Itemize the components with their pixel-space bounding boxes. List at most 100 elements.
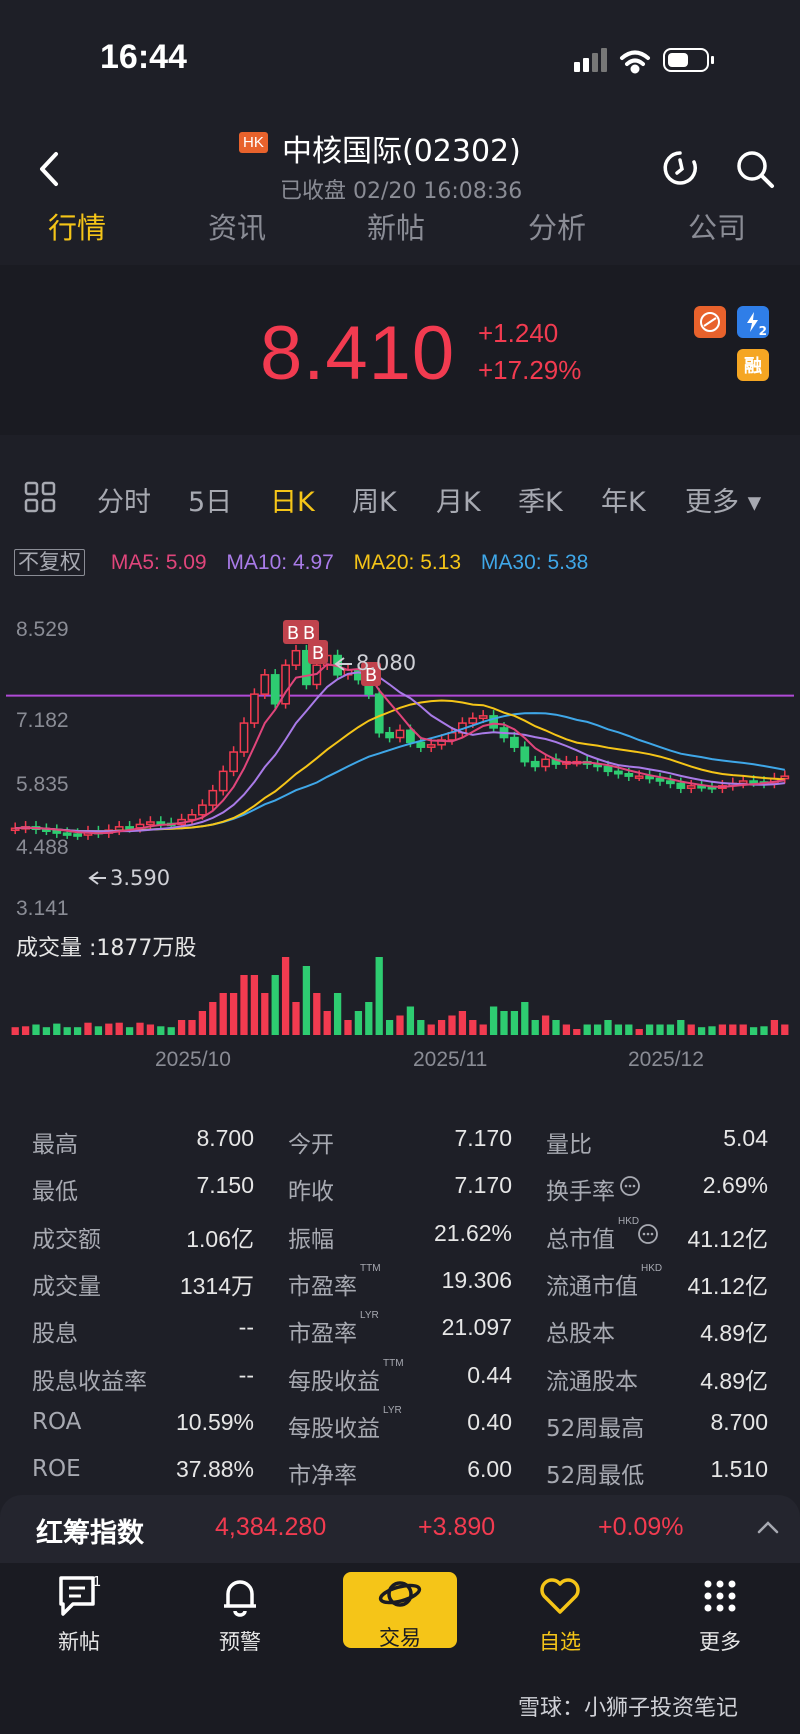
- buy-marker: [283, 620, 303, 644]
- wifi-icon: [620, 50, 650, 74]
- candle-body: [530, 760, 540, 768]
- stat-value: 37.88%: [175, 1456, 254, 1483]
- volume-bar: [375, 957, 383, 1035]
- y-tick: 5.835: [16, 773, 69, 796]
- index-ticker[interactable]: 红筹指数 4,384.280 +3.890 +0.09%: [0, 1495, 800, 1563]
- stat-tag: TTM: [383, 1357, 404, 1369]
- volume-bar: [177, 1020, 186, 1035]
- stat-label: 昨收: [288, 1179, 334, 1206]
- margin-badge[interactable]: 融: [737, 349, 769, 381]
- volume-bar: [427, 1024, 435, 1035]
- volume-bar: [697, 1027, 706, 1035]
- stat-value: 10.59%: [175, 1408, 254, 1435]
- nav-more[interactable]: 更多: [665, 1574, 775, 1656]
- stat-value: 4.89亿: [700, 1367, 768, 1394]
- stat-value: 8.700: [710, 1408, 768, 1435]
- volume-bar: [167, 1027, 175, 1035]
- stat-tag: LYR: [360, 1310, 379, 1322]
- market-badge: HK: [239, 132, 268, 153]
- low-annotation-label: 3.590: [110, 866, 170, 890]
- stat-label: 52周最低: [546, 1463, 645, 1490]
- ma20-label: MA20: 5.13: [353, 551, 462, 574]
- search-icon[interactable]: [734, 148, 776, 190]
- stat-label: 今开: [288, 1132, 334, 1158]
- quote-panel: [0, 265, 800, 435]
- volume-bar: [261, 993, 269, 1035]
- trade-markers: B B B B: [283, 620, 381, 686]
- candle-body: [624, 773, 634, 777]
- tab-news[interactable]: 资讯: [208, 211, 267, 245]
- volume-bar: [219, 993, 227, 1035]
- tab-quote[interactable]: 行情: [48, 211, 107, 245]
- nav-label: 交易: [379, 1626, 421, 1650]
- chevron-up-icon[interactable]: [756, 1519, 780, 1535]
- volume-bar: [417, 1020, 425, 1035]
- price-change-pct: +17.29%: [478, 355, 582, 385]
- volume-bar: [385, 1020, 394, 1035]
- candle-body: [749, 780, 758, 784]
- nav-watchlist[interactable]: 自选: [505, 1574, 615, 1656]
- stat-label: 每股收益: [288, 1415, 380, 1442]
- stat-value: --: [238, 1361, 254, 1388]
- tab-posts[interactable]: 新帖: [367, 211, 426, 245]
- back-icon[interactable]: [34, 150, 64, 188]
- volume-bar: [573, 1029, 581, 1035]
- stat-label: 成交额: [32, 1226, 101, 1253]
- volume-bar: [677, 1020, 685, 1035]
- nav-alerts[interactable]: 预警: [185, 1574, 295, 1656]
- period-daily[interactable]: 日K: [270, 487, 315, 518]
- period-weekly[interactable]: 周K: [352, 487, 397, 518]
- grid-layout-icon[interactable]: [24, 481, 56, 513]
- volume-bar: [521, 1002, 529, 1035]
- stat-value: 7.170: [454, 1172, 512, 1199]
- adjust-toggle[interactable]: 不复权: [14, 549, 85, 576]
- volume-bar: [562, 1024, 571, 1035]
- nav-posts[interactable]: 1 新帖: [24, 1574, 134, 1656]
- period-monthly[interactable]: 月K: [436, 487, 481, 518]
- y-tick: 7.182: [16, 709, 69, 732]
- volume-bar: [479, 1024, 487, 1035]
- volume-bar: [115, 1022, 123, 1035]
- period-5day[interactable]: 5日: [188, 487, 233, 518]
- volume-bar: [188, 1020, 196, 1035]
- info-icon[interactable]: [619, 1175, 641, 1197]
- volume-bar: [73, 1027, 82, 1035]
- period-more[interactable]: 更多 ▾: [685, 487, 762, 518]
- nav-trade[interactable]: 交易: [345, 1574, 455, 1652]
- kline-chart[interactable]: B B B B 8.080 3.590: [0, 600, 800, 920]
- volume-bar: [458, 1011, 467, 1035]
- period-yearly[interactable]: 年K: [601, 487, 646, 518]
- ma5-line: [15, 663, 785, 835]
- volume-bar: [593, 1024, 602, 1035]
- volume-bar: [531, 1020, 539, 1035]
- stat-value: 6.00: [467, 1456, 512, 1483]
- refresh-icon[interactable]: [660, 148, 700, 188]
- candle-body: [666, 780, 675, 785]
- stat-label: 市盈率: [288, 1273, 357, 1300]
- stat-label: 流通市值: [546, 1273, 638, 1300]
- volume-bar: [292, 1002, 300, 1035]
- connect-badge-icon[interactable]: [694, 306, 726, 338]
- tab-company[interactable]: 公司: [688, 211, 747, 245]
- buy-marker: [299, 620, 319, 644]
- stat-label: 振幅: [288, 1226, 334, 1253]
- volume-bar: [729, 1024, 737, 1035]
- tab-analysis[interactable]: 分析: [528, 211, 587, 245]
- candle-body: [291, 649, 301, 666]
- period-intraday[interactable]: 分时: [97, 487, 151, 518]
- level2-badge-icon[interactable]: 2: [737, 306, 769, 338]
- volume-bar: [94, 1026, 103, 1035]
- info-icon[interactable]: [637, 1223, 659, 1245]
- post-icon: 1: [59, 1575, 101, 1616]
- stat-tag: TTM: [360, 1262, 381, 1274]
- stat-label: 总市值: [546, 1226, 615, 1253]
- buy-marker-label: B: [287, 623, 299, 644]
- period-quarterly[interactable]: 季K: [518, 487, 563, 518]
- volume-bar: [344, 1020, 352, 1035]
- volume-bar: [32, 1024, 40, 1035]
- volume-bar: [42, 1027, 51, 1035]
- candle-body: [250, 693, 259, 724]
- index-name: 红筹指数: [36, 1518, 144, 1549]
- stat-value: 19.306: [441, 1266, 512, 1293]
- volume-bar: [396, 1015, 404, 1035]
